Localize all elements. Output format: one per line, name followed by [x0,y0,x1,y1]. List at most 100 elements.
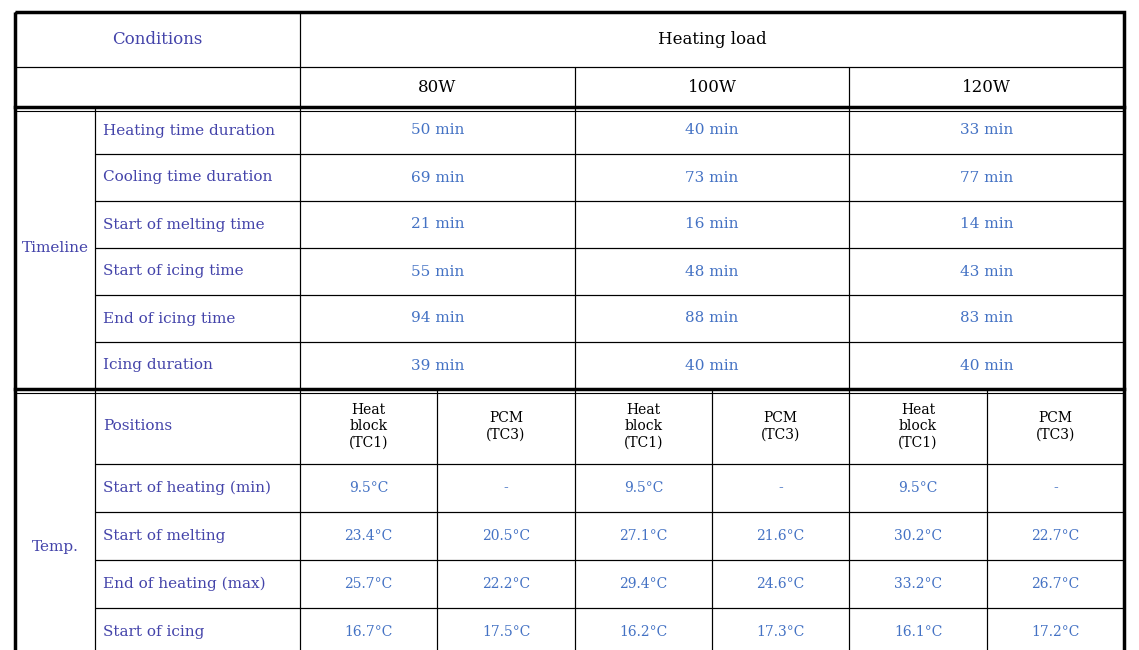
Bar [575,295,850,342]
Text: -: - [778,481,782,495]
Bar [575,389,712,464]
Text: 40 min: 40 min [686,359,739,372]
Bar [300,608,437,650]
Bar [850,67,1124,107]
Bar [437,608,575,650]
Bar [300,464,437,512]
Text: 24.6°C: 24.6°C [756,577,805,591]
Bar [850,464,986,512]
Bar [850,608,986,650]
Bar [575,342,850,389]
Bar [437,560,575,608]
Text: -: - [503,481,508,495]
Text: 17.5°C: 17.5°C [482,625,530,639]
Text: Icing duration: Icing duration [103,359,213,372]
Text: 30.2°C: 30.2°C [894,529,942,543]
Text: Positions: Positions [103,419,172,434]
Bar [850,201,1124,248]
Text: 40 min: 40 min [960,359,1014,372]
Text: Heat
block
(TC1): Heat block (TC1) [349,403,388,450]
Text: 25.7°C: 25.7°C [344,577,393,591]
Bar [712,608,850,650]
Text: -: - [1052,481,1058,495]
Text: 16.7°C: 16.7°C [344,625,393,639]
Text: 16.2°C: 16.2°C [620,625,667,639]
Text: 16.1°C: 16.1°C [894,625,942,639]
Bar [95,389,300,464]
Text: 73 min: 73 min [686,170,738,185]
Bar [95,608,300,650]
Text: 80W: 80W [418,79,457,96]
Bar [850,295,1124,342]
Bar [300,295,575,342]
Bar [300,154,575,201]
Bar [300,389,437,464]
Text: End of heating (max): End of heating (max) [103,577,265,592]
Text: 22.7°C: 22.7°C [1031,529,1080,543]
Text: 26.7°C: 26.7°C [1031,577,1080,591]
Text: Heat
block
(TC1): Heat block (TC1) [899,403,937,450]
Bar [575,154,850,201]
Bar [300,342,575,389]
Text: Cooling time duration: Cooling time duration [103,170,272,185]
Bar [300,12,1124,67]
Text: 33 min: 33 min [960,124,1014,138]
Bar [986,464,1124,512]
Text: PCM
(TC3): PCM (TC3) [486,411,526,441]
Bar [712,464,850,512]
Bar [850,342,1124,389]
Text: Start of icing: Start of icing [103,625,204,639]
Text: 48 min: 48 min [686,265,739,278]
Text: Heating time duration: Heating time duration [103,124,274,138]
Text: 27.1°C: 27.1°C [620,529,667,543]
Bar [575,464,712,512]
Bar [95,295,300,342]
Bar [300,248,575,295]
Bar [15,67,300,107]
Bar [850,389,986,464]
Text: Start of melting: Start of melting [103,529,226,543]
Text: Start of heating (min): Start of heating (min) [103,481,271,495]
Text: 69 min: 69 min [410,170,464,185]
Bar [575,560,712,608]
Text: 14 min: 14 min [960,218,1014,231]
Text: 17.2°C: 17.2°C [1031,625,1080,639]
Bar [575,67,850,107]
Bar [712,512,850,560]
Text: Timeline: Timeline [22,241,89,255]
Bar [986,608,1124,650]
Bar [575,608,712,650]
Bar [300,201,575,248]
Bar [850,512,986,560]
Text: 83 min: 83 min [960,311,1014,326]
Bar [95,464,300,512]
Text: Heating load: Heating load [657,31,767,48]
Bar [95,201,300,248]
Text: 120W: 120W [962,79,1011,96]
Text: 29.4°C: 29.4°C [620,577,667,591]
Bar [850,107,1124,154]
Bar [437,512,575,560]
Bar [986,560,1124,608]
Bar [300,67,575,107]
Text: Start of melting time: Start of melting time [103,218,264,231]
Text: PCM
(TC3): PCM (TC3) [761,411,801,441]
Bar [300,512,437,560]
Text: 17.3°C: 17.3°C [756,625,805,639]
Text: PCM
(TC3): PCM (TC3) [1035,411,1075,441]
Text: 16 min: 16 min [686,218,739,231]
Bar [850,560,986,608]
Bar [95,560,300,608]
Text: Start of icing time: Start of icing time [103,265,244,278]
Text: 43 min: 43 min [960,265,1014,278]
Bar [850,248,1124,295]
Bar [95,248,300,295]
Bar [712,560,850,608]
Bar [575,512,712,560]
Text: 20.5°C: 20.5°C [482,529,530,543]
Bar [95,107,300,154]
Text: 94 min: 94 min [410,311,464,326]
Bar [95,342,300,389]
Text: 33.2°C: 33.2°C [894,577,942,591]
Bar [15,12,300,67]
